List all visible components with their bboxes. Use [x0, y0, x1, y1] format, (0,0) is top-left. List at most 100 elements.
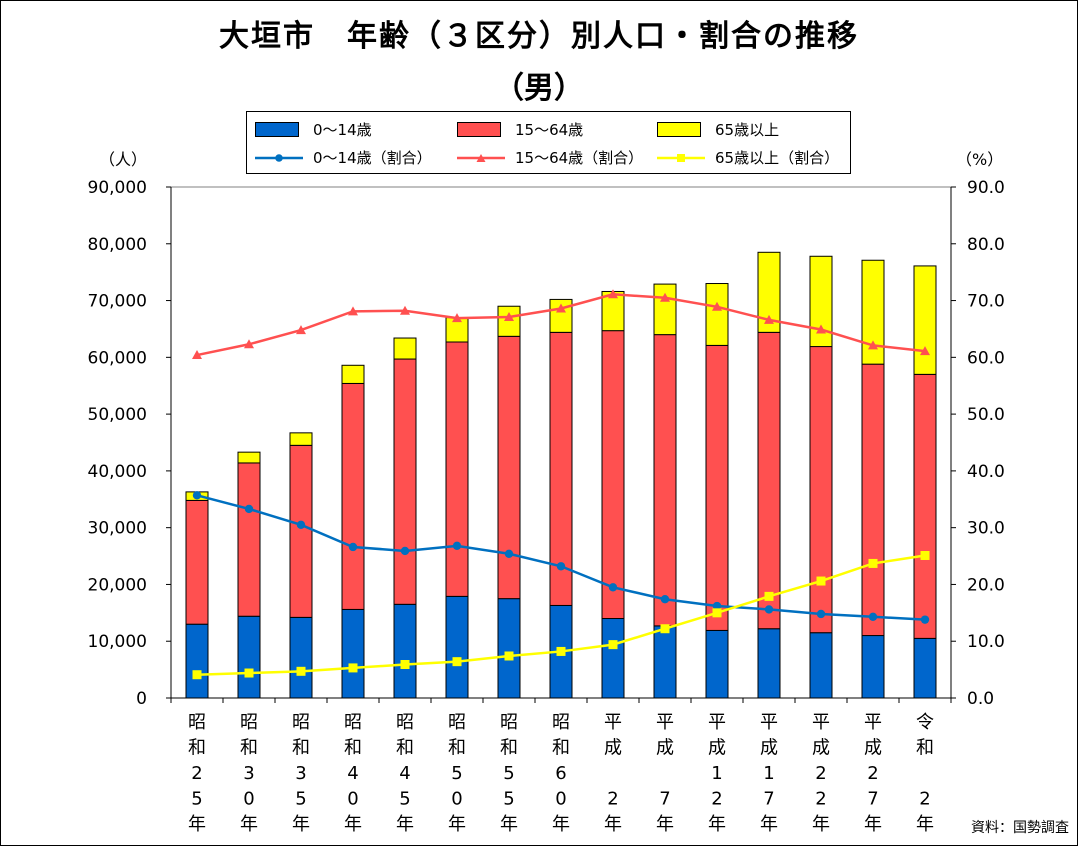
bar-young	[393, 603, 417, 699]
x-tick-label: 2	[919, 789, 930, 810]
x-tick-label: 和	[188, 738, 206, 759]
right-tick-label: 30.0	[967, 519, 1005, 539]
left-tick-label: 40,000	[88, 462, 147, 482]
x-tick-label: 2	[711, 789, 722, 810]
x-tick-label: 7	[867, 789, 878, 810]
x-tick-label: 2	[815, 789, 826, 810]
x-tick-label: 平	[708, 712, 726, 733]
x-tick-label: 和	[552, 738, 570, 759]
point-young-ratio	[764, 605, 774, 614]
x-tick-label: 成	[708, 738, 726, 759]
bar-young	[861, 635, 885, 699]
bar-working	[601, 330, 625, 620]
bar-working	[809, 346, 833, 634]
right-tick-label: 60.0	[967, 348, 1005, 368]
point-young-ratio	[816, 609, 826, 619]
legend-swatch-working	[457, 122, 501, 137]
left-tick-label: 90,000	[88, 178, 147, 198]
x-tick-label: 5	[451, 763, 462, 784]
bar-elderly	[393, 337, 417, 360]
point-elderly-ratio	[608, 640, 618, 650]
point-working-ratio	[244, 339, 254, 349]
right-tick-label: 80.0	[967, 235, 1005, 255]
point-working-ratio	[608, 289, 618, 299]
right-tick-label: 10.0	[967, 632, 1005, 652]
bar-elderly	[237, 451, 261, 464]
x-tick-label: 成	[760, 738, 778, 759]
legend-line-young	[255, 154, 303, 162]
chart-subtitle: （男）	[494, 71, 584, 106]
x-tick-label: 平	[812, 712, 830, 733]
point-young-ratio	[504, 549, 514, 558]
legend-label-working-line: 15～64歳（割合）	[515, 149, 644, 167]
x-tick-label: 3	[243, 763, 254, 784]
x-tick-label: 年	[916, 814, 934, 835]
x-tick-label: 4	[347, 763, 358, 784]
point-young-ratio	[296, 520, 306, 530]
x-tick-label: 和	[344, 738, 362, 759]
left-axis-unit: （人）	[99, 150, 148, 169]
point-elderly-ratio	[244, 668, 254, 678]
bar-elderly	[757, 251, 781, 333]
x-tick-label: 昭	[552, 712, 570, 733]
point-young-ratio	[608, 583, 618, 592]
x-tick-label: 年	[812, 814, 830, 835]
x-tick-label: 昭	[188, 712, 206, 733]
x-tick-label: 昭	[448, 712, 466, 733]
bar-elderly	[913, 265, 937, 375]
bar-working	[653, 334, 677, 627]
right-tick-label: 90.0	[967, 178, 1005, 198]
x-tick-label: 5	[295, 789, 306, 810]
point-elderly-ratio	[816, 576, 826, 586]
source-note: 資料：国勢調査	[971, 820, 1069, 836]
point-young-ratio	[400, 546, 410, 556]
point-elderly-ratio	[504, 651, 514, 661]
point-elderly-ratio	[868, 558, 878, 568]
x-tick-label: 和	[292, 738, 310, 759]
point-elderly-ratio	[400, 660, 410, 670]
point-working-ratio	[868, 340, 878, 350]
x-tick-label: 6	[555, 763, 566, 784]
x-tick-label: 0	[451, 789, 462, 810]
x-tick-label: 1	[711, 763, 722, 784]
bar-working	[445, 341, 469, 597]
bar-elderly	[653, 283, 677, 336]
right-tick-label: 20.0	[967, 575, 1005, 595]
bar-working	[705, 344, 729, 631]
left-tick-label: 30,000	[88, 519, 147, 539]
bar-young	[289, 616, 313, 699]
point-young-ratio	[348, 542, 358, 552]
point-working-ratio	[400, 305, 410, 315]
x-tick-label: 0	[555, 789, 566, 810]
x-tick-label: 年	[188, 814, 206, 835]
point-elderly-ratio	[920, 550, 930, 560]
x-tick-label: 0	[347, 789, 358, 810]
x-tick-label: 年	[604, 814, 622, 835]
x-tick-label: 成	[864, 738, 882, 759]
x-tick-label: 和	[916, 738, 934, 759]
x-tick-label: 2	[867, 763, 878, 784]
x-tick-label: 5	[503, 789, 514, 810]
point-elderly-ratio	[452, 657, 462, 667]
legend-label-young-line: 0～14歳（割合）	[313, 149, 432, 167]
bar-young	[913, 637, 937, 699]
bar-elderly	[341, 364, 365, 384]
point-young-ratio	[452, 541, 462, 551]
legend-label-young-bar: 0～14歳	[313, 121, 372, 139]
x-tick-label: 昭	[396, 712, 414, 733]
bar-working	[757, 331, 781, 630]
point-young-ratio	[660, 595, 670, 604]
bar-elderly	[497, 305, 521, 337]
x-tick-label: 5	[399, 789, 410, 810]
x-tick-label: 5	[503, 763, 514, 784]
left-tick-label: 10,000	[88, 632, 147, 652]
x-tick-label: 成	[656, 738, 674, 759]
x-tick-label: 和	[396, 738, 414, 759]
legend-label-elderly-bar: 65歳以上	[715, 121, 780, 139]
bar-young	[185, 623, 209, 699]
bar-working	[393, 358, 417, 605]
x-tick-label: 令	[916, 712, 934, 733]
bar-working	[185, 499, 209, 625]
x-tick-label: 年	[500, 814, 518, 835]
x-tick-label: 年	[864, 814, 882, 835]
